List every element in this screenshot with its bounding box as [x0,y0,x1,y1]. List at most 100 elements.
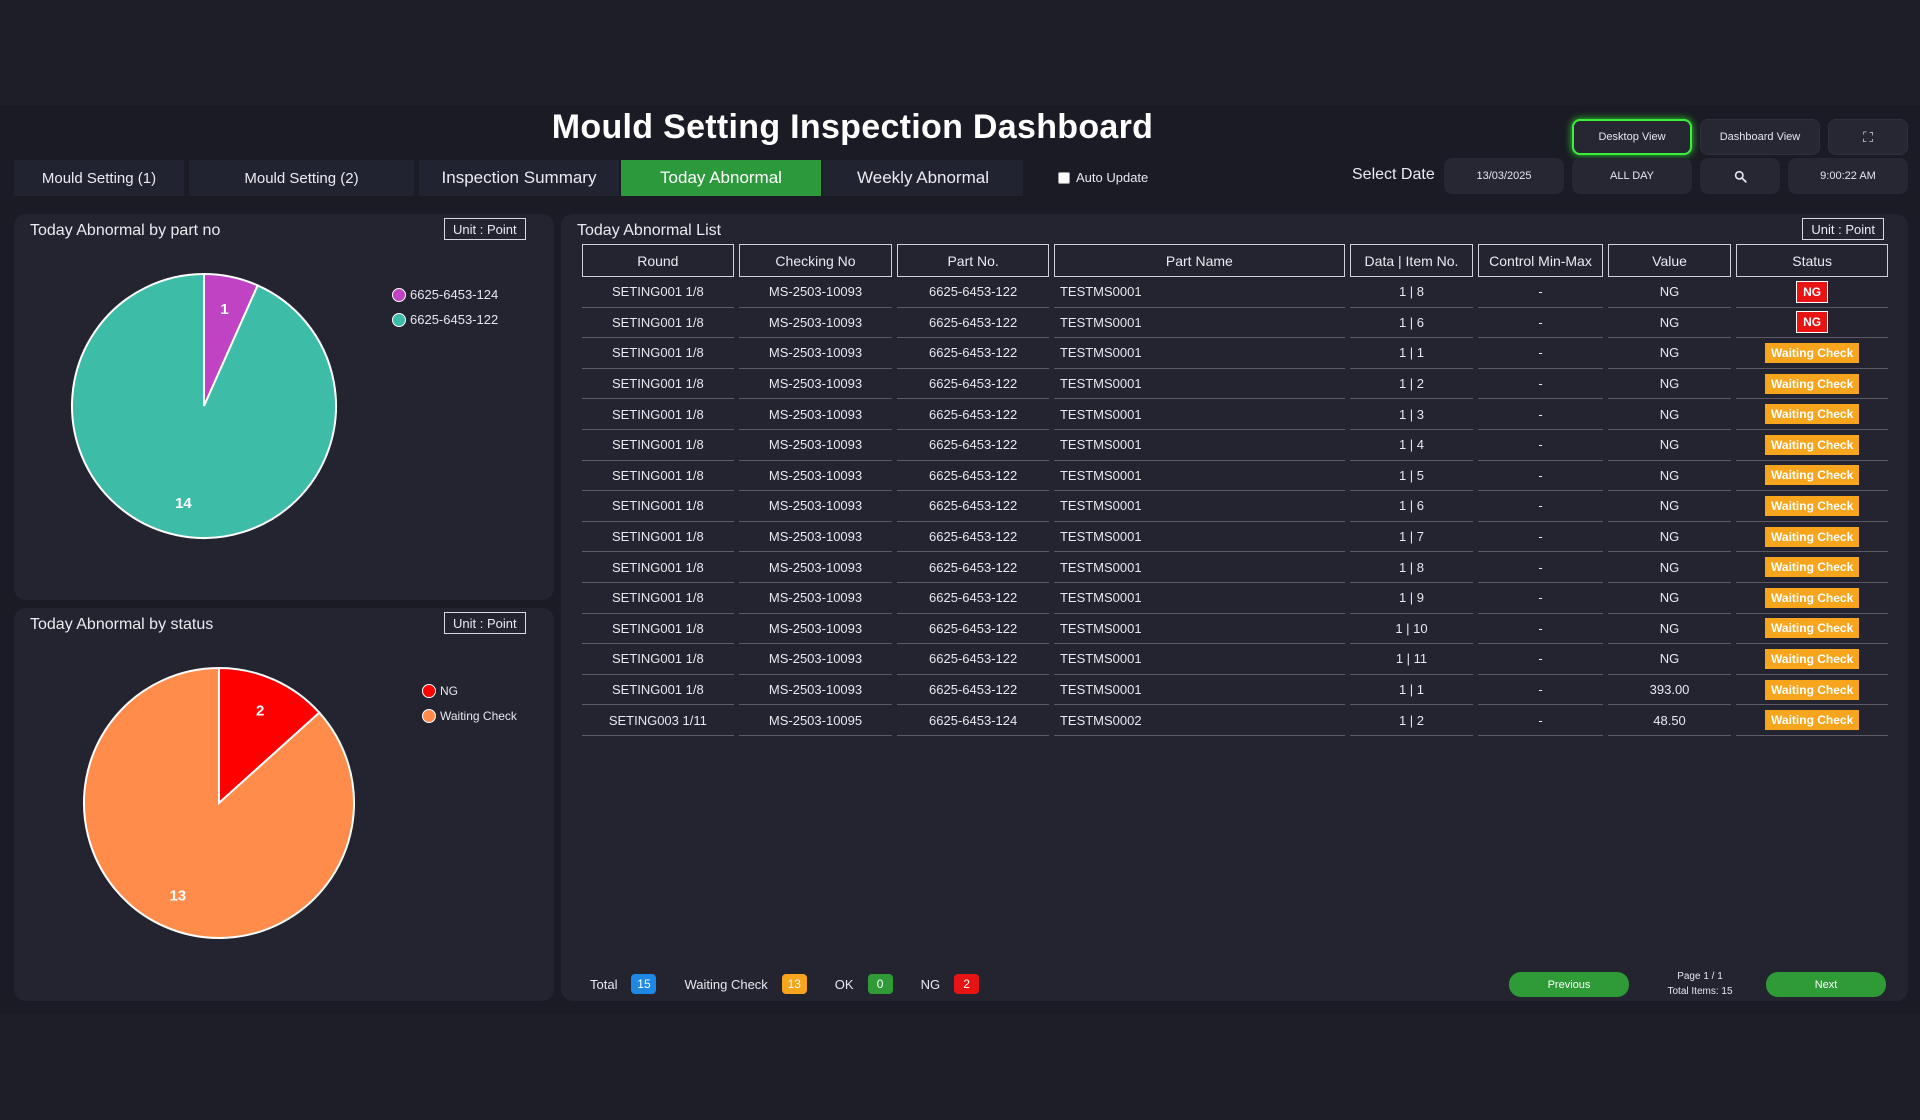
col-part-name[interactable]: Part Name [1053,244,1345,277]
page-info: Page 1 / 1 Total Items: 15 [1650,969,1750,999]
waiting-status-badge: Waiting Check [1765,465,1860,486]
table-row[interactable]: SETING001 1/8 MS-2503-10093 6625-6453-122 T… [582,308,1888,339]
cell-part-no: 6625-6453-122 [897,644,1049,675]
table-row[interactable]: SETING001 1/8 MS-2503-10093 6625-6453-122 T… [582,644,1888,675]
waiting-status-badge: Waiting Check [1765,434,1860,455]
cell-checking-no: MS-2503-10093 [738,430,893,461]
fullscreen-button[interactable]: ⛶ [1828,119,1908,155]
abnormal-list-unit: Unit : Point [1802,218,1884,240]
tab-inspection-summary[interactable]: Inspection Summary [419,160,619,196]
table-row[interactable]: SETING001 1/8 MS-2503-10093 6625-6453-122 T… [582,583,1888,614]
waiting-status-badge: Waiting Check [1765,618,1860,639]
search-icon [1734,170,1747,183]
table-row[interactable]: SETING001 1/8 MS-2503-10093 6625-6453-122 T… [582,277,1888,308]
cell-control-min-max: - [1478,614,1603,645]
waiting-status-badge: Waiting Check [1765,373,1860,394]
tab-mould-setting-1[interactable]: Mould Setting (1) [14,160,184,196]
col-checking-no[interactable]: Checking No [738,244,893,277]
cell-data-item-no: 1 | 7 [1349,522,1474,553]
cell-status: Waiting Check [1736,583,1888,614]
table-row[interactable]: SETING001 1/8 MS-2503-10093 6625-6453-122 T… [582,461,1888,492]
cell-part-no: 6625-6453-122 [897,522,1049,553]
cell-round: SETING001 1/8 [582,583,734,614]
cell-part-name: TESTMS0001 [1053,522,1345,553]
cell-control-min-max: - [1478,369,1603,400]
fullscreen-icon: ⛶ [1863,128,1873,145]
col-part-no[interactable]: Part No. [897,244,1049,277]
next-button[interactable]: Next [1766,972,1886,997]
date-picker[interactable]: 13/03/2025 [1444,158,1564,194]
table-row[interactable]: SETING001 1/8 MS-2503-10093 6625-6453-122 T… [582,552,1888,583]
cell-part-name: TESTMS0002 [1053,705,1345,736]
table-row[interactable]: SETING001 1/8 MS-2503-10093 6625-6453-122 T… [582,338,1888,369]
total-items: Total Items: 15 [1667,986,1733,997]
ok-count-badge: 0 [867,974,893,994]
pie-slice[interactable] [83,666,355,939]
cell-value: NG [1607,552,1732,583]
part-chart-unit: Unit : Point [444,218,526,240]
col-control-min-max[interactable]: Control Min-Max [1478,244,1603,277]
cell-part-no: 6625-6453-122 [897,277,1049,308]
col-round[interactable]: Round [582,244,734,277]
col-data-item-no[interactable]: Data | Item No. [1349,244,1474,277]
cell-part-name: TESTMS0001 [1053,277,1345,308]
table-row[interactable]: SETING001 1/8 MS-2503-10093 6625-6453-122 T… [582,399,1888,430]
col-status[interactable]: Status [1736,244,1888,277]
cell-part-name: TESTMS0001 [1053,308,1345,339]
tab-today-abnormal[interactable]: Today Abnormal [621,160,821,196]
pie-slice[interactable] [218,666,321,806]
pie-slice-label: 2 [256,703,264,720]
cell-data-item-no: 1 | 4 [1349,430,1474,461]
table-row[interactable]: SETING003 1/11 MS-2503-10095 6625-6453-124… [582,705,1888,736]
legend-label: 6625-6453-124 [410,287,499,302]
abnormal-list-panel: Today Abnormal List Unit : Point [561,214,1908,1001]
legend-dot [392,312,406,327]
tab-weekly-abnormal[interactable]: Weekly Abnormal [823,160,1023,196]
legend-label: Waiting Check [440,708,517,723]
abnormal-table: Round Checking No Part No. Part Name Dat… [577,244,1893,736]
range-select[interactable]: ALL DAY [1572,158,1692,194]
cell-value: NG [1607,399,1732,430]
cell-checking-no: MS-2503-10093 [738,614,893,645]
cell-checking-no: MS-2503-10093 [738,491,893,522]
previous-button[interactable]: Previous [1509,972,1629,997]
abnormal-list-title: Today Abnormal List [577,222,722,239]
cell-part-name: TESTMS0001 [1053,461,1345,492]
cell-checking-no: MS-2503-10093 [738,522,893,553]
table-row[interactable]: SETING001 1/8 MS-2503-10093 6625-6453-122 T… [582,522,1888,553]
legend-item[interactable]: 6625-6453-124 [392,282,498,307]
table-row[interactable]: SETING001 1/8 MS-2503-10093 6625-6453-122 T… [582,491,1888,522]
cell-control-min-max: - [1478,399,1603,430]
cell-round: SETING001 1/8 [582,461,734,492]
cell-status: Waiting Check [1736,644,1888,675]
auto-update-checkbox[interactable] [1058,171,1070,184]
cell-round: SETING003 1/11 [582,705,734,736]
cell-part-no: 6625-6453-124 [897,705,1049,736]
auto-update-toggle[interactable]: Auto Update [1058,170,1148,185]
cell-part-name: TESTMS0001 [1053,614,1345,645]
table-row[interactable]: SETING001 1/8 MS-2503-10093 6625-6453-122 T… [582,369,1888,400]
cell-round: SETING001 1/8 [582,522,734,553]
waiting-count-badge: 13 [781,974,807,994]
cell-status: Waiting Check [1736,491,1888,522]
table-row[interactable]: SETING001 1/8 MS-2503-10093 6625-6453-122 T… [582,675,1888,706]
col-value[interactable]: Value [1607,244,1732,277]
cell-data-item-no: 1 | 2 [1349,705,1474,736]
legend-label: 6625-6453-122 [410,312,499,327]
cell-data-item-no: 1 | 9 [1349,583,1474,614]
waiting-status-badge: Waiting Check [1765,587,1860,608]
legend-item[interactable]: Waiting Check [422,703,517,728]
table-row[interactable]: SETING001 1/8 MS-2503-10093 6625-6453-122 T… [582,430,1888,461]
search-button[interactable] [1700,158,1780,194]
legend-item[interactable]: NG [422,678,517,703]
ng-label: NG [920,976,941,992]
dashboard-view-button[interactable]: Dashboard View [1700,119,1820,155]
desktop-view-button[interactable]: Desktop View [1572,119,1692,155]
tab-mould-setting-2[interactable]: Mould Setting (2) [189,160,414,196]
table-row[interactable]: SETING001 1/8 MS-2503-10093 6625-6453-122 T… [582,614,1888,645]
legend-item[interactable]: 6625-6453-122 [392,307,498,332]
waiting-status-badge: Waiting Check [1765,342,1860,363]
cell-value: NG [1607,491,1732,522]
cell-data-item-no: 1 | 1 [1349,675,1474,706]
pie-slice[interactable] [71,272,337,539]
